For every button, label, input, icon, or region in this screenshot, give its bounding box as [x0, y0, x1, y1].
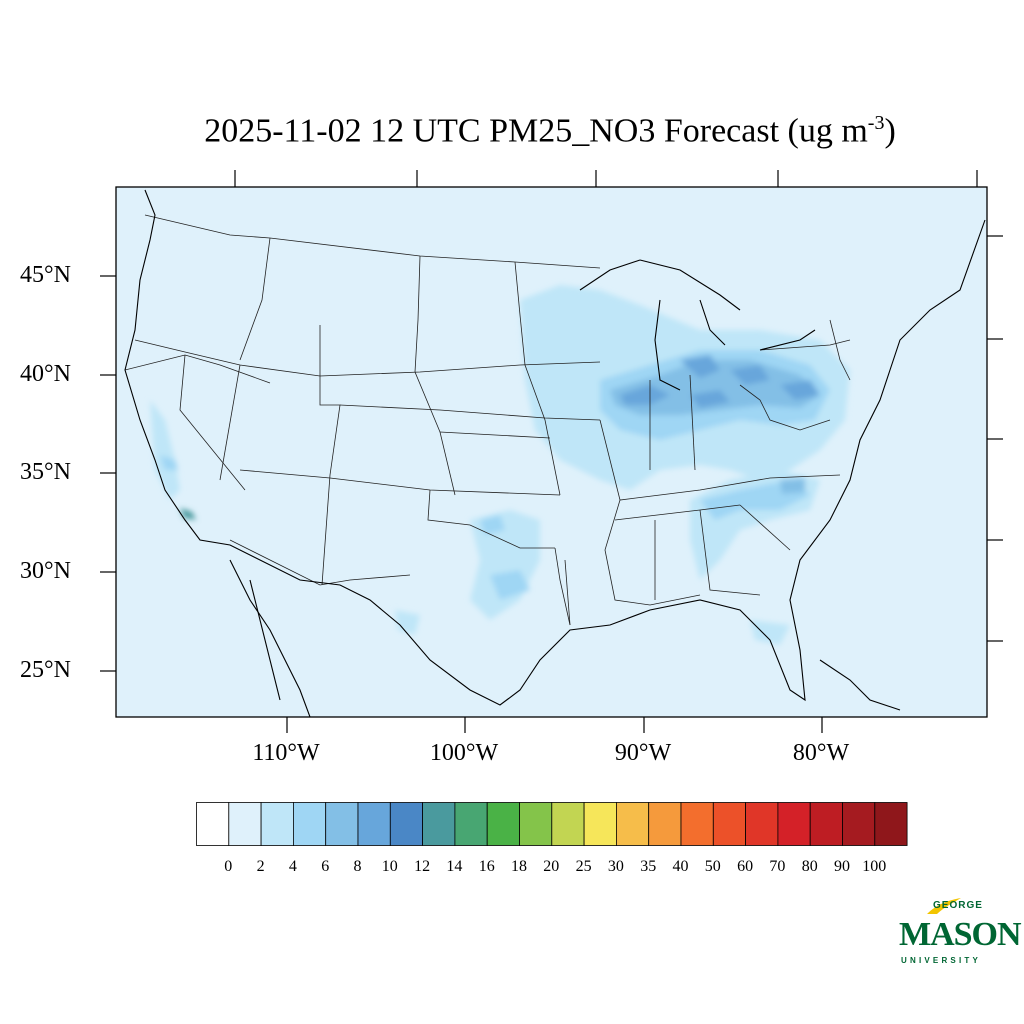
- map-frame: [115, 186, 988, 718]
- colorbar-box: [809, 802, 843, 846]
- colorbar-label: 50: [704, 858, 721, 875]
- colorbar-box: [325, 802, 359, 846]
- colorbar-label: 80: [801, 858, 818, 875]
- state-boundaries: [124, 214, 851, 626]
- colorbar-label: 20: [543, 858, 560, 875]
- lat-label-25n: 25°N: [20, 657, 71, 683]
- top-ticks: [234, 170, 978, 187]
- colorbar-box: [422, 802, 456, 846]
- lat-label-30n: 30°N: [20, 558, 71, 584]
- lon-label-110w: 110°W: [252, 740, 320, 766]
- colorbar-box: [519, 802, 553, 846]
- colorbar-box: [680, 802, 714, 846]
- colorbar-label: 70: [769, 858, 786, 875]
- colorbar-box: [228, 802, 262, 846]
- colorbar-box: [260, 802, 294, 846]
- logo-line-mason: MASON: [899, 916, 1022, 953]
- colorbar-box: [486, 802, 520, 846]
- lon-label-100w: 100°W: [429, 740, 499, 766]
- colorbar-label: 100: [862, 858, 887, 875]
- colorbar-label: 6: [321, 858, 330, 875]
- colorbar-box: [293, 802, 327, 846]
- colorbar-label: 40: [672, 858, 689, 875]
- colorbar-label: 14: [446, 858, 463, 875]
- colorbar-label: 25: [575, 858, 592, 875]
- colorbar-label: 18: [511, 858, 527, 875]
- colorbar-label: 16: [478, 858, 495, 875]
- lon-label-90w: 90°W: [614, 740, 672, 766]
- lat-label-35n: 35°N: [20, 459, 71, 485]
- colorbar-box: [357, 802, 391, 846]
- colorbar-box: [745, 802, 779, 846]
- colorbar-box: [648, 802, 682, 846]
- colorbar: [196, 802, 908, 846]
- concentration-field: [150, 285, 850, 645]
- title-exponent: -3: [867, 112, 885, 134]
- colorbar-box: [874, 802, 908, 846]
- colorbar-label: 4: [288, 858, 297, 875]
- colorbar-label: 90: [834, 858, 850, 875]
- colorbar-box: [454, 802, 488, 846]
- colorbar-label: 10: [381, 858, 398, 875]
- colorbar-label: 35: [640, 858, 657, 875]
- logo-line-george: GEORGE: [933, 900, 983, 911]
- colorbar-label: 12: [414, 858, 431, 875]
- colorbar-label: 8: [353, 858, 362, 875]
- lat-label-40n: 40°N: [20, 361, 71, 387]
- coastlines: [124, 189, 986, 717]
- figure-title: 2025-11-02 12 UTC PM25_NO3 Forecast (ug …: [0, 112, 1024, 150]
- george-mason-logo: GEORGE MASON UNIVERSITY: [897, 896, 1022, 966]
- title-main: 2025-11-02 12 UTC PM25_NO3 Forecast (ug …: [204, 112, 868, 150]
- colorbar-box: [583, 802, 617, 846]
- left-ticks: [100, 275, 116, 672]
- colorbar-box: [196, 802, 230, 846]
- bottom-ticks: [286, 717, 823, 733]
- lat-label-45n: 45°N: [20, 262, 71, 288]
- colorbar-label: 2: [256, 858, 265, 875]
- colorbar-box: [842, 802, 876, 846]
- colorbar-box: [551, 802, 585, 846]
- title-close: ): [884, 112, 896, 150]
- colorbar-box: [389, 802, 424, 846]
- lon-label-80w: 80°W: [792, 740, 850, 766]
- colorbar-box: [777, 802, 811, 846]
- logo-line-university: UNIVERSITY: [901, 956, 982, 965]
- right-ticks: [987, 235, 1003, 642]
- colorbar-label: 30: [607, 858, 624, 875]
- colorbar-box: [615, 802, 650, 846]
- colorbar-box: [712, 802, 746, 846]
- logo-swoosh-icon: [927, 898, 961, 914]
- colorbar-label: 0: [224, 858, 233, 875]
- colorbar-label: 60: [737, 858, 754, 875]
